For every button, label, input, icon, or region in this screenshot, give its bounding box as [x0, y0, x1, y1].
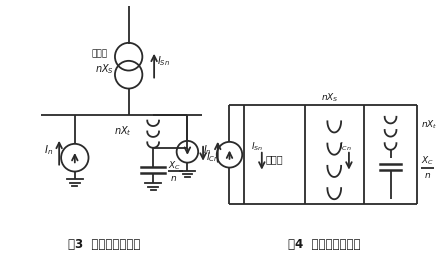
Text: $I_{Cn}$: $I_{Cn}$ — [339, 141, 352, 153]
Text: $I_{Sn}$: $I_{Sn}$ — [251, 141, 263, 153]
Text: $I_{Sn}$: $I_{Sn}$ — [157, 54, 170, 68]
Text: $nX_S$: $nX_S$ — [320, 91, 338, 104]
Text: $X_C$: $X_C$ — [421, 154, 434, 167]
Text: $nX_t$: $nX_t$ — [114, 125, 132, 138]
Text: $nX_S$: $nX_S$ — [95, 62, 114, 76]
Text: 变压器: 变压器 — [91, 49, 107, 58]
Text: $nX_t$: $nX_t$ — [421, 119, 438, 131]
Text: $I_n$: $I_n$ — [203, 143, 212, 157]
Text: n: n — [171, 174, 176, 183]
Text: 图3  系统简化电路图: 图3 系统简化电路图 — [68, 238, 141, 251]
Text: n: n — [424, 171, 430, 180]
Text: 图4  等效电路阻抗图: 图4 等效电路阻抗图 — [288, 238, 361, 251]
Text: 谐波源: 谐波源 — [266, 155, 283, 165]
Text: $I_{Cn}$: $I_{Cn}$ — [206, 150, 220, 164]
Text: $X_C$: $X_C$ — [168, 159, 181, 172]
Text: $I_n$: $I_n$ — [44, 143, 53, 157]
